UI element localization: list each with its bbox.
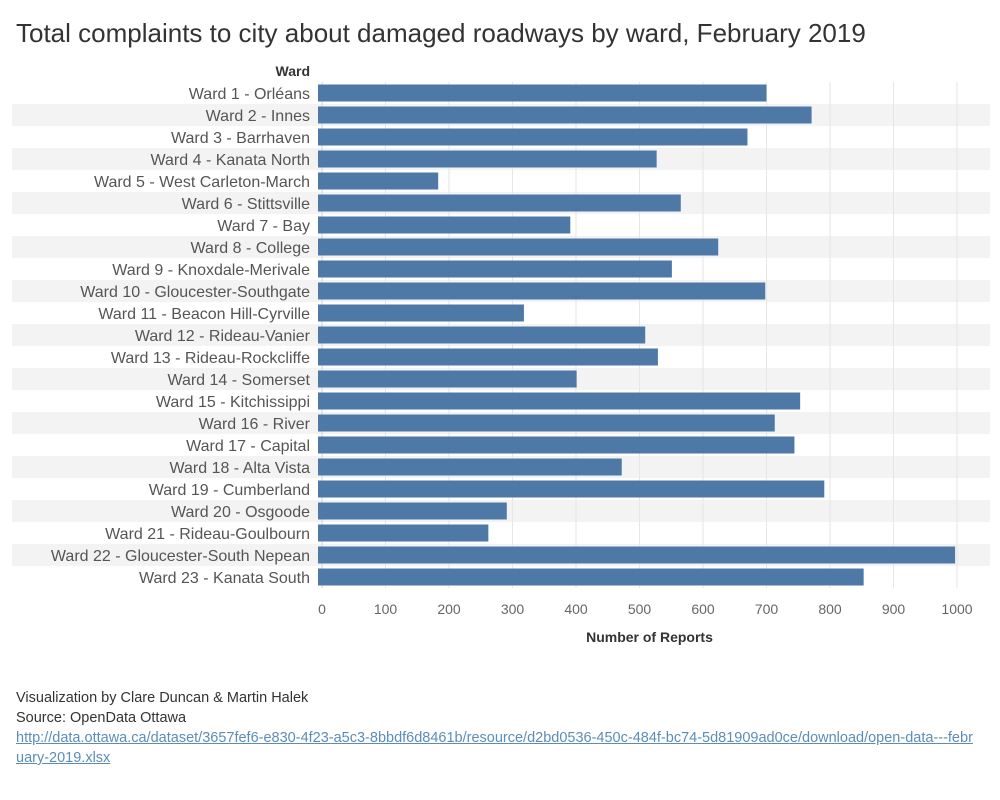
- bar: [318, 436, 795, 454]
- category-label: Ward 18 - Alta Vista: [169, 460, 310, 477]
- x-tick-label: 200: [437, 601, 461, 617]
- x-tick-label: 600: [691, 601, 715, 617]
- bar: [318, 524, 489, 542]
- category-label: Ward 12 - Rideau-Vanier: [135, 328, 311, 345]
- category-label: Ward 20 - Osgoode: [171, 504, 310, 521]
- bar: [318, 304, 524, 322]
- bar: [318, 326, 646, 344]
- category-label: Ward 15 - Kitchissippi: [156, 394, 310, 411]
- x-axis-title: Number of Reports: [586, 629, 713, 645]
- x-tick-label: 500: [628, 601, 652, 617]
- bar: [318, 216, 571, 234]
- bar: [318, 194, 681, 212]
- x-tick-label: 400: [564, 601, 588, 617]
- bar: [318, 546, 956, 564]
- category-label: Ward 13 - Rideau-Rockcliffe: [111, 350, 310, 367]
- bar: [318, 172, 439, 190]
- x-tick-label: 700: [755, 601, 779, 617]
- bar: [318, 480, 825, 498]
- bar: [318, 106, 812, 124]
- category-label: Ward 14 - Somerset: [167, 372, 310, 389]
- source-link[interactable]: http://data.ottawa.ca/dataset/3657fef6-e…: [16, 730, 973, 766]
- category-label: Ward 7 - Bay: [217, 218, 310, 235]
- bar: [318, 348, 658, 366]
- bar: [318, 502, 507, 520]
- category-label: Ward 19 - Cumberland: [149, 482, 310, 499]
- bar: [318, 238, 719, 256]
- bar: [318, 84, 767, 102]
- bar: [318, 370, 577, 388]
- category-label: Ward 21 - Rideau-Goulbourn: [105, 526, 310, 543]
- category-label: Ward 11 - Beacon Hill-Cyrville: [98, 306, 310, 323]
- bar: [318, 128, 748, 146]
- category-label: Ward 2 - Innes: [206, 108, 310, 125]
- bar: [318, 260, 672, 278]
- source-text: Source: OpenData Ottawa: [16, 710, 187, 726]
- category-label: Ward 1 - Orléans: [189, 86, 310, 103]
- bar: [318, 282, 766, 300]
- category-label: Ward 4 - Kanata North: [151, 152, 310, 169]
- y-axis-header: Ward: [276, 63, 310, 79]
- bar: [318, 414, 775, 432]
- x-tick-label: 300: [501, 601, 525, 617]
- category-label: Ward 3 - Barrhaven: [171, 130, 310, 147]
- x-tick-label: 0: [318, 601, 326, 617]
- category-label: Ward 5 - West Carleton-March: [94, 174, 310, 191]
- category-label: Ward 23 - Kanata South: [139, 570, 310, 587]
- bar-chart: Ward Ward 1 - Orléans Ward 2 - Innes Ward 3…: [12, 63, 990, 645]
- category-label: Ward 16 - River: [199, 416, 311, 433]
- category-label: Ward 6 - Stittsville: [182, 196, 310, 213]
- x-tick-label: 800: [818, 601, 842, 617]
- category-label: Ward 17 - Capital: [186, 438, 310, 455]
- chart-title: Total complaints to city about damaged r…: [16, 18, 866, 48]
- category-label: Ward 9 - Knoxdale-Merivale: [112, 262, 310, 279]
- credit-text: Visualization by Clare Duncan & Martin H…: [16, 690, 309, 706]
- x-tick-label: 1000: [941, 601, 972, 617]
- category-label: Ward 10 - Gloucester-Southgate: [80, 284, 310, 301]
- bar: [318, 150, 657, 168]
- category-label: Ward 22 - Gloucester-South Nepean: [51, 548, 310, 565]
- footer: Visualization by Clare Duncan & Martin H…: [16, 688, 976, 768]
- x-tick-label: 900: [882, 601, 906, 617]
- bar: [318, 392, 801, 410]
- x-tick-label: 100: [374, 601, 398, 617]
- category-label: Ward 8 - College: [191, 240, 311, 257]
- bar: [318, 458, 622, 476]
- bar: [318, 568, 864, 586]
